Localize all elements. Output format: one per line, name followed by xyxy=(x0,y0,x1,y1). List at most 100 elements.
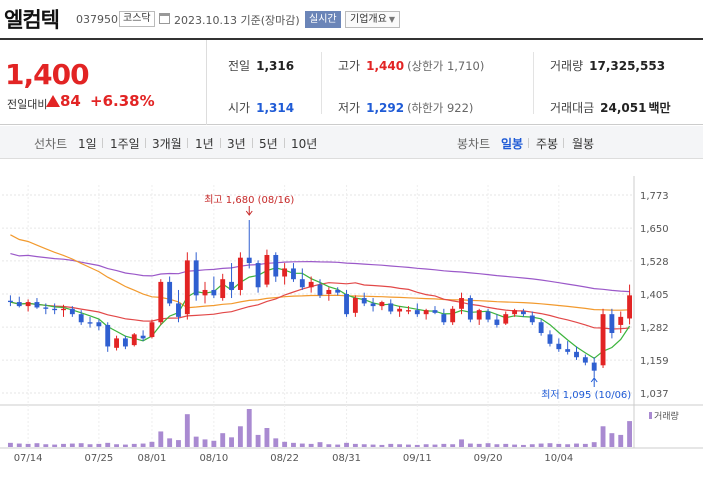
volume-bar xyxy=(7,442,13,447)
low-label: 저가 xyxy=(338,101,361,115)
candle-body xyxy=(34,302,40,308)
candle-body xyxy=(600,314,606,366)
volume-bar xyxy=(158,431,164,447)
volume-bar xyxy=(600,426,606,447)
volume-bar xyxy=(352,443,358,447)
candle-body xyxy=(140,335,146,339)
volume-bar xyxy=(282,441,288,447)
volume-bar xyxy=(538,443,544,447)
candle-body xyxy=(565,349,571,352)
candle-monthly[interactable]: 월봉 xyxy=(572,137,595,151)
volume-bar xyxy=(69,443,75,447)
volume-bar xyxy=(264,428,270,447)
period-1w[interactable]: 1주일 xyxy=(110,137,140,151)
amount-value: 24,051 xyxy=(600,101,647,115)
volume-bar xyxy=(176,440,181,447)
volume-bar xyxy=(317,442,323,447)
period-5y[interactable]: 5년 xyxy=(259,137,278,151)
x-tick-label: 08/22 xyxy=(270,453,299,464)
volume-bar xyxy=(34,443,40,447)
candle-body xyxy=(273,254,279,277)
prev-close-value: 1,316 xyxy=(256,59,295,73)
volume-bar xyxy=(87,444,93,447)
y-tick-label: 1,773 xyxy=(640,191,669,202)
candle-body xyxy=(441,314,447,323)
volume-bar xyxy=(414,444,420,447)
price-panel: 1,400 전일대비 84 +6.38% 전일 1,316 시가 1,314 고가 1… xyxy=(0,38,703,125)
candle-body xyxy=(344,294,349,315)
candle-body xyxy=(25,302,31,307)
candle-body xyxy=(459,298,464,309)
candle-daily[interactable]: 일봉 xyxy=(501,137,524,151)
divider xyxy=(187,138,188,148)
candle-body xyxy=(52,308,58,311)
volume-bar xyxy=(450,444,456,447)
volume-bar xyxy=(565,444,571,447)
volume-bar xyxy=(131,443,137,447)
candle-body xyxy=(556,343,562,350)
volume-bar xyxy=(105,442,111,447)
volume-bar xyxy=(335,444,341,447)
high-stat: 고가 1,440 (상한가 1,710) xyxy=(338,57,484,74)
period-3y[interactable]: 3년 xyxy=(227,137,246,151)
candle-body xyxy=(105,324,111,347)
volume-bar xyxy=(291,442,296,447)
volume-bar xyxy=(582,443,588,447)
y-tick-label: 1,037 xyxy=(640,389,669,400)
candle-body xyxy=(609,314,615,334)
candle-body xyxy=(7,300,13,303)
volume-bar xyxy=(149,441,155,447)
volume-bar xyxy=(397,444,403,447)
realtime-button[interactable]: 실시간 xyxy=(305,11,341,28)
volume-bar xyxy=(308,443,314,447)
period-3m[interactable]: 3개월 xyxy=(152,137,182,151)
candle-body xyxy=(291,268,296,280)
candle-body xyxy=(414,310,420,315)
volume-bar xyxy=(202,439,208,447)
volume-bar xyxy=(423,444,429,447)
candle-chart-label: 봉차트 xyxy=(457,137,491,151)
volume-bar xyxy=(114,444,119,447)
period-10y[interactable]: 10년 xyxy=(291,137,318,151)
volume-bar xyxy=(299,443,305,447)
candle-body xyxy=(255,263,261,288)
candle-body xyxy=(229,281,234,290)
volume-bar xyxy=(246,409,252,447)
lower-limit: (하한가 922) xyxy=(407,101,474,115)
divider xyxy=(102,138,103,148)
date-text: 2023.10.13 기준(장마감) xyxy=(174,14,300,27)
candle-body xyxy=(299,279,305,288)
volume-bar xyxy=(273,438,279,447)
volume-bar xyxy=(529,444,535,447)
volume-bar xyxy=(61,443,66,447)
upper-limit: (상한가 1,710) xyxy=(407,59,485,73)
volume-value: 17,325,553 xyxy=(589,59,666,73)
volume-label: 거래량 xyxy=(654,410,679,422)
candle-body xyxy=(264,254,270,285)
volume-bar xyxy=(494,444,500,447)
company-info-button[interactable]: 기업개요 ▼ xyxy=(345,11,400,28)
volume-bar xyxy=(193,436,199,447)
open-stat: 시가 1,314 xyxy=(228,99,294,116)
candle-body xyxy=(627,295,633,319)
candlestick-chart: 1,773 1,650 1,528 1,405 1,282 1,159 1,037 07/14… xyxy=(0,172,703,489)
volume-legend-swatch xyxy=(649,412,652,419)
volume-bar xyxy=(140,443,146,447)
candle-body xyxy=(467,298,473,320)
x-tick-label: 08/31 xyxy=(332,453,361,464)
volume-bar xyxy=(25,443,31,447)
period-1d[interactable]: 1일 xyxy=(78,137,97,151)
candle-body xyxy=(78,314,84,323)
x-tick-label: 07/25 xyxy=(84,453,113,464)
candle-weekly[interactable]: 주봉 xyxy=(536,137,559,151)
candle-body xyxy=(16,302,22,307)
candle-body xyxy=(87,322,93,324)
candle-body xyxy=(352,298,358,313)
period-1y[interactable]: 1년 xyxy=(195,137,214,151)
candle-body xyxy=(547,334,553,344)
volume-bar xyxy=(432,444,438,447)
y-tick-label: 1,405 xyxy=(640,290,669,301)
volume-bar xyxy=(467,443,473,447)
candle-body xyxy=(521,311,526,315)
candle-body xyxy=(237,257,243,290)
